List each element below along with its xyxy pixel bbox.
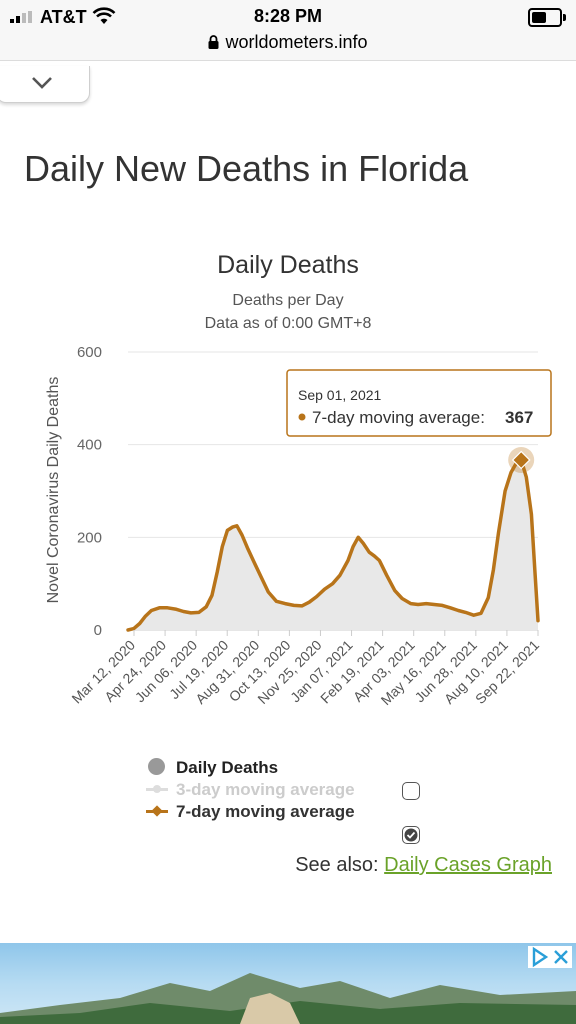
see-also: See also: Daily Cases Graph bbox=[295, 854, 552, 877]
chart-legend: Daily Deaths 3-day moving average 7-day … bbox=[146, 756, 436, 844]
close-icon[interactable] bbox=[551, 947, 571, 967]
y-tick-label: 0 bbox=[94, 622, 102, 639]
advertisement-banner[interactable] bbox=[0, 943, 576, 1024]
collapse-menu-button[interactable] bbox=[0, 66, 90, 103]
y-tick-label: 400 bbox=[77, 437, 102, 454]
y-tick-label: 200 bbox=[77, 529, 102, 546]
checkbox-3-day[interactable] bbox=[402, 782, 420, 800]
ad-controls[interactable] bbox=[528, 946, 572, 968]
highlighted-data-point bbox=[511, 450, 531, 470]
legend-label: Daily Deaths bbox=[176, 758, 279, 777]
y-axis-ticks: 0 200 400 600 bbox=[77, 344, 102, 639]
y-axis-label: Novel Coronavirus Daily Deaths bbox=[45, 377, 62, 604]
address-bar[interactable]: worldometers.info bbox=[0, 32, 576, 53]
wifi-icon bbox=[92, 7, 116, 24]
legend-item-daily-deaths[interactable]: Daily Deaths bbox=[146, 756, 436, 778]
status-bar: AT&T 8:28 PM worldometers.info bbox=[0, 0, 576, 61]
tooltip-marker bbox=[298, 413, 306, 421]
adchoices-icon[interactable] bbox=[529, 946, 551, 968]
page-title: Daily New Deaths in Florida bbox=[24, 148, 469, 189]
series-area bbox=[126, 446, 540, 632]
see-also-text: See also: bbox=[295, 854, 379, 876]
daily-deaths-chart: Daily Deaths Deaths per Day Data as of 0… bbox=[45, 251, 552, 708]
series-line-7-day bbox=[126, 458, 540, 632]
y-tick-label: 600 bbox=[77, 344, 102, 361]
chart-title: Daily Deaths bbox=[217, 251, 359, 279]
legend-label: 7-day moving average bbox=[176, 802, 355, 821]
series-fill-area bbox=[128, 460, 538, 630]
chevron-down-icon bbox=[32, 77, 52, 89]
legend-item-3-day-average[interactable]: 3-day moving average bbox=[146, 778, 436, 800]
tooltip-box bbox=[286, 369, 552, 437]
carrier-name: AT&T bbox=[40, 7, 87, 27]
legend-label: 3-day moving average bbox=[176, 780, 355, 799]
url-text: worldometers.info bbox=[225, 32, 368, 52]
legend-dot-icon bbox=[148, 758, 165, 775]
daily-cases-graph-link[interactable]: Daily Cases Graph bbox=[384, 854, 552, 876]
tooltip-value: 367 bbox=[505, 408, 533, 427]
chart-subtitle: Deaths per Day bbox=[232, 292, 343, 309]
clock: 8:28 PM bbox=[253, 6, 323, 26]
lock-icon bbox=[208, 35, 219, 49]
legend-item-7-day-average[interactable]: 7-day moving average bbox=[146, 800, 436, 844]
cellular-signal-icon bbox=[10, 11, 32, 23]
ad-landscape-image bbox=[0, 973, 576, 1024]
legend-diamond-icon bbox=[151, 805, 163, 817]
tooltip-date: Sep 01, 2021 bbox=[298, 387, 382, 403]
chart-subtitle-date: Data as of 0:00 GMT+8 bbox=[205, 315, 372, 332]
checkmark-icon bbox=[404, 828, 418, 842]
tooltip: Sep 01, 2021 7-day moving average: 367 bbox=[286, 369, 552, 437]
battery-icon bbox=[528, 8, 566, 27]
legend-marker-icon bbox=[153, 785, 161, 793]
tooltip-label: 7-day moving average: bbox=[312, 408, 485, 427]
checkbox-7-day[interactable] bbox=[402, 826, 420, 844]
